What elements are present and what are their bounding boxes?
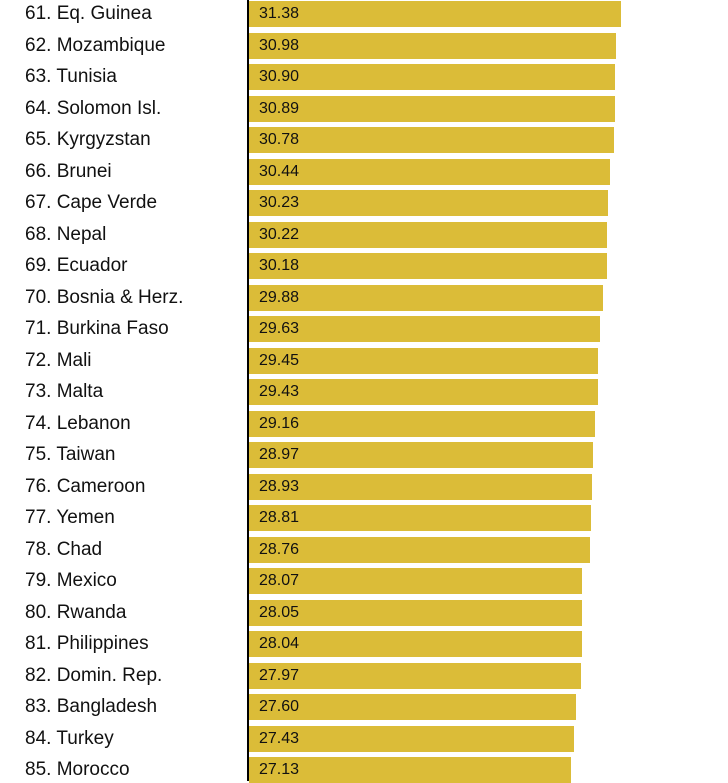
category-label: 68. Nepal <box>25 223 107 245</box>
value-label: 30.78 <box>259 131 300 148</box>
y-axis-line <box>247 0 249 781</box>
bar <box>249 631 582 657</box>
value-label: 31.38 <box>259 5 300 22</box>
bar <box>249 190 608 216</box>
value-label: 27.97 <box>259 666 300 684</box>
category-label: 66. Brunei <box>25 160 112 182</box>
value-label: 28.81 <box>259 509 300 526</box>
bar <box>249 473 593 500</box>
category-label: 63. Tunisia <box>25 66 117 87</box>
category-label: 70. Bosnia & Herz. <box>25 286 184 308</box>
value-label: 30.89 <box>259 99 300 117</box>
value-label: 28.93 <box>259 477 300 495</box>
bar <box>249 158 611 185</box>
value-label: 30.90 <box>259 68 300 85</box>
bar <box>249 379 599 405</box>
bar <box>249 505 591 531</box>
category-label: 78. Chad <box>25 538 103 560</box>
value-label: 27.43 <box>259 729 300 747</box>
category-label: 79. Mexico <box>25 570 117 591</box>
category-label: 82. Domin. Rep. <box>25 664 163 686</box>
bar <box>249 221 608 248</box>
category-label: 72. Mali <box>25 349 92 371</box>
value-label: 28.97 <box>259 446 300 463</box>
category-label: 61. Eq. Guinea <box>25 3 152 24</box>
bar <box>249 284 604 311</box>
value-label: 28.04 <box>259 635 300 652</box>
value-label: 27.13 <box>259 761 300 778</box>
bar <box>249 253 607 279</box>
value-label: 29.43 <box>259 383 300 400</box>
category-label: 69. Ecuador <box>25 255 128 276</box>
bar <box>249 347 599 374</box>
category-label: 75. Taiwan <box>25 444 116 465</box>
value-label: 29.45 <box>259 351 300 369</box>
bar <box>249 694 577 720</box>
bar <box>249 662 581 689</box>
bar <box>249 127 615 153</box>
category-label: 73. Malta <box>25 381 104 402</box>
bar <box>249 757 571 783</box>
value-label: 29.88 <box>259 288 300 306</box>
value-label: 30.98 <box>259 36 300 54</box>
bar <box>249 442 593 468</box>
category-label: 67. Cape Verde <box>25 192 158 213</box>
bar <box>249 316 601 342</box>
bar <box>249 568 582 594</box>
bar <box>249 725 575 752</box>
category-label: 62. Mozambique <box>25 34 166 56</box>
value-label: 28.76 <box>259 540 300 558</box>
value-label: 30.18 <box>259 257 300 274</box>
bar <box>249 599 582 626</box>
value-label: 29.16 <box>259 414 300 432</box>
value-label: 30.23 <box>259 194 300 211</box>
category-label: 81. Philippines <box>25 633 149 654</box>
value-label: 29.63 <box>259 320 300 337</box>
category-label: 84. Turkey <box>25 727 114 749</box>
bar <box>249 410 595 437</box>
bar <box>249 536 591 563</box>
value-label: 28.05 <box>259 603 300 621</box>
bar <box>249 1 622 27</box>
category-label: 76. Cameroon <box>25 475 146 497</box>
category-label: 83. Bangladesh <box>25 696 158 717</box>
value-label: 30.22 <box>259 225 300 243</box>
category-label: 71. Burkina Faso <box>25 318 169 339</box>
category-label: 65. Kyrgyzstan <box>25 129 151 150</box>
value-label: 28.07 <box>259 572 300 589</box>
category-label: 64. Solomon Isl. <box>25 97 162 119</box>
bar <box>249 64 616 90</box>
category-label: 74. Lebanon <box>25 412 131 434</box>
value-label: 30.44 <box>259 162 300 180</box>
category-label: 77. Yemen <box>25 507 115 528</box>
value-label: 27.60 <box>259 698 300 715</box>
category-label: 85. Morocco <box>25 759 130 780</box>
category-label: 80. Rwanda <box>25 601 127 623</box>
bar <box>249 95 616 122</box>
bar <box>249 32 617 59</box>
